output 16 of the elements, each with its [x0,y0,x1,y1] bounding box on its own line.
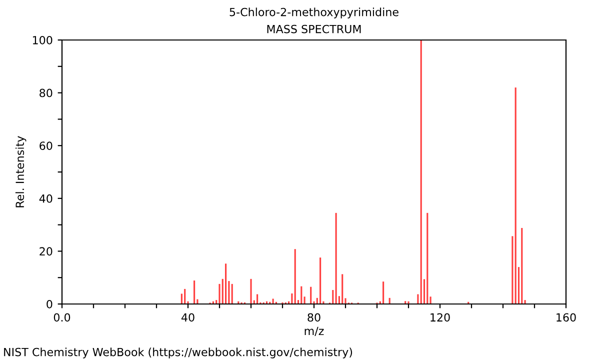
chart-subtitle: MASS SPECTRUM [267,24,361,34]
y-tick-label: 80 [40,88,52,98]
x-tick-label: 120 [430,313,450,322]
y-tick-label: 100 [32,36,52,44]
y-axis-title: Rel. Intensity [15,136,26,208]
x-tick-label: 0.0 [54,313,70,322]
x-tick-label: 40 [181,313,194,322]
y-tick-label: 60 [40,142,52,150]
chart-title: 5-Chloro-2-methoxypyrimidine [230,8,398,18]
y-tick-label: 20 [40,247,52,256]
y-tick-label: 0 [46,300,52,308]
y-tick-label: 40 [39,194,52,203]
x-axis-title: m/z [304,326,324,336]
x-tick-label: 160 [556,313,576,322]
x-tick-label: 80 [308,313,320,322]
text: NIST Chemistry WebBook (https://webbook.nist.gov/chemistry) [4,348,352,358]
